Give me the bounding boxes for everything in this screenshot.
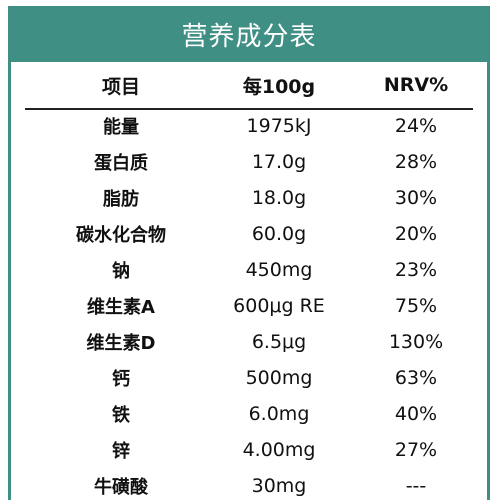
header-item: 项目	[101, 75, 140, 98]
nutrient-nrv: 27%	[394, 439, 438, 461]
nutrient-amount: 600μg RE	[233, 295, 325, 317]
table-header-row: 项目 每100g NRV%	[11, 62, 487, 108]
nutrient-name: 碳水化合物	[76, 225, 166, 246]
nutrient-nrv: 40%	[394, 403, 438, 425]
nutrient-nrv: ---	[405, 475, 427, 497]
table-row: 铁 6.0mg 40%	[11, 396, 487, 432]
nutrient-nrv: 30%	[394, 187, 438, 209]
nutrient-amount: 6.5μg	[251, 331, 307, 353]
nutrient-name: 钙	[112, 369, 130, 390]
nutrient-amount: 4.00mg	[242, 439, 316, 461]
table-row: 碳水化合物 60.0g 20%	[11, 216, 487, 252]
table-row: 锌 4.00mg 27%	[11, 432, 487, 468]
table-row: 钙 500mg 63%	[11, 360, 487, 396]
nutrient-amount: 450mg	[245, 259, 313, 281]
table-row: 维生素A 600μg RE 75%	[11, 288, 487, 324]
nutrient-name: 锌	[112, 441, 130, 462]
nutrient-name: 能量	[103, 117, 139, 138]
nutrient-amount: 6.0mg	[248, 403, 310, 425]
table-row: 蛋白质 17.0g 28%	[11, 144, 487, 180]
nutrient-nrv: 75%	[394, 295, 438, 317]
nutrient-nrv: 20%	[394, 223, 438, 245]
table-row: 能量 1975kJ 24%	[11, 108, 487, 144]
header-nrv: NRV%	[383, 74, 449, 96]
table-body: 能量 1975kJ 24% 蛋白质 17.0g 28% 脂肪 18.0g 30% 碳水化合物 60.…	[11, 108, 487, 504]
nutrient-nrv: 24%	[394, 115, 438, 137]
nutrient-name: 维生素A	[87, 297, 155, 318]
nutrient-amount: 1975kJ	[246, 115, 312, 137]
nutrient-name: 蛋白质	[94, 153, 148, 174]
table-row: 维生素D 6.5μg 130%	[11, 324, 487, 360]
nutrition-table-title: 营养成分表	[11, 6, 487, 62]
nutrient-nrv: 63%	[394, 367, 438, 389]
nutrient-amount: 18.0g	[251, 187, 307, 209]
nutrient-nrv: 130%	[388, 331, 444, 353]
nutrient-name: 脂肪	[103, 189, 139, 210]
nutrient-amount: 500mg	[245, 367, 313, 389]
nutrient-amount: 17.0g	[251, 151, 307, 173]
nutrient-name: 牛磺酸	[94, 477, 148, 498]
nutrient-amount: 60.0g	[251, 223, 307, 245]
nutrition-table: 项目 每100g NRV% 能量 1975kJ 24% 蛋白质 17.0g 28% 脂肪 18…	[11, 62, 487, 504]
nutrient-name: 维生素D	[86, 333, 156, 354]
header-per-100g: 每100g	[242, 75, 316, 98]
table-row: 脂肪 18.0g 30%	[11, 180, 487, 216]
table-row: 牛磺酸 30mg ---	[11, 468, 487, 504]
header-divider	[25, 108, 473, 110]
nutrient-nrv: 28%	[394, 151, 438, 173]
nutrient-name: 铁	[112, 405, 130, 426]
table-row: 钠 450mg 23%	[11, 252, 487, 288]
nutrient-nrv: 23%	[394, 259, 438, 281]
nutrient-amount: 30mg	[251, 475, 307, 497]
nutrient-name: 钠	[112, 261, 130, 282]
nutrition-facts-panel: 营养成分表 项目 每100g NRV% 能量 1975kJ 24% 蛋白质 17.0g 2…	[8, 6, 490, 500]
